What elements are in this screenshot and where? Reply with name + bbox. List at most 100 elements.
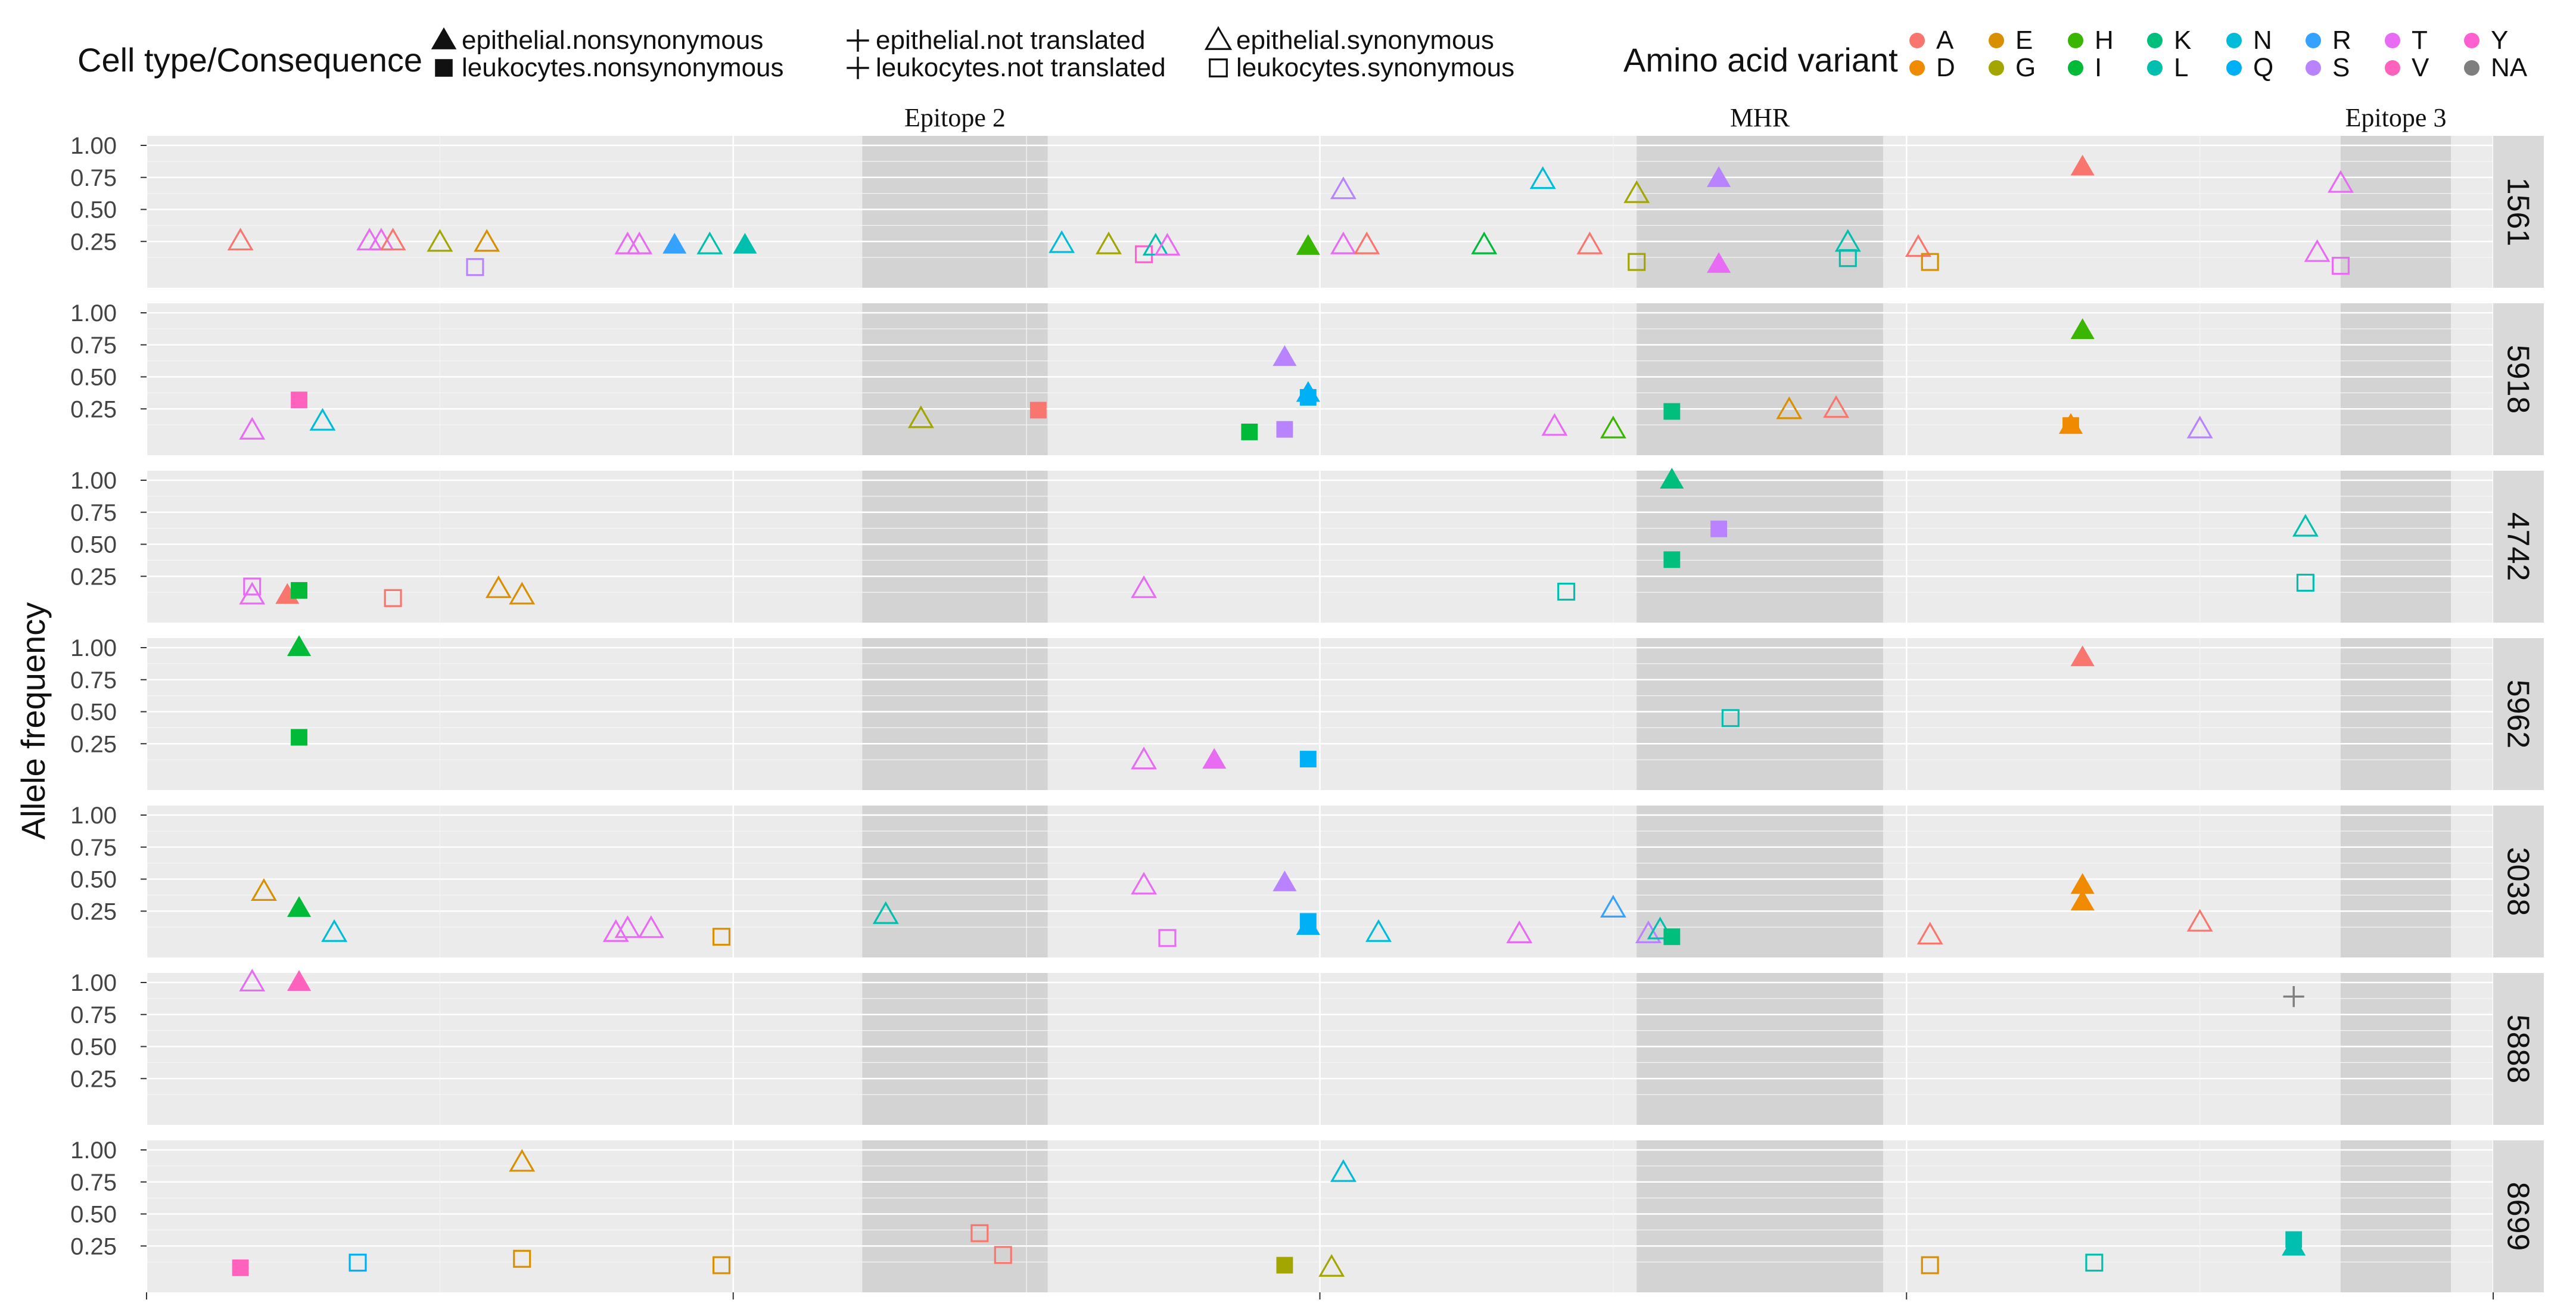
y-tick-label: 1.00 [70,803,117,829]
legend-label-aa-N: N [2253,26,2272,55]
data-point [466,258,484,276]
data-point [384,589,402,607]
data-point [227,228,254,251]
data-point [2070,154,2095,176]
panel-strip [2493,136,2544,288]
data-point [1154,232,1181,256]
data-point [1029,402,1047,419]
data-point [1660,468,1684,489]
y-tick-label: 0.25 [70,396,117,422]
data-point [2282,1235,2306,1256]
data-point [1721,709,1740,727]
panel-strip-label: 8699 [2501,1182,2535,1251]
legend: Cell type/Consequence epithelial.nonsynon… [77,26,2528,82]
data-point [1776,396,1803,419]
legend-dot-G [1989,60,2004,76]
y-tick-label: 0.75 [70,165,117,191]
legend-dot-T [2385,33,2400,48]
legend-dot-L [2147,60,2163,76]
region-label-epitope-2: Epitope 2 [904,103,1006,132]
region-band-mhr [1637,471,1883,623]
y-tick-label: 1.00 [70,970,117,996]
legend-label-leukocytes-nonsynonymous: leukocytes.nonsynonymous [462,53,784,82]
data-point [1330,176,1357,200]
data-point [485,575,512,598]
data-point [1635,920,1662,943]
data-point [2292,514,2319,537]
data-point [713,1256,731,1274]
data-point [1628,253,1646,271]
data-point [733,232,757,254]
data-point [291,391,307,409]
region-band-epitope-2 [862,638,1048,790]
data-point [994,1246,1012,1264]
data-point [2062,417,2079,434]
data-point [713,928,731,946]
data-point [970,1224,989,1242]
y-tick-label: 1.00 [70,133,117,159]
data-point [287,635,312,656]
region-band-epitope-2 [862,136,1048,288]
data-point [239,582,266,605]
data-point [513,1249,531,1268]
y-tick-label: 0.25 [70,229,117,255]
data-point [2186,415,2213,439]
data-point [427,229,453,252]
y-tick-label: 0.50 [70,1034,117,1061]
data-point [1471,231,1498,254]
legend-label-aa-E: E [2015,26,2033,55]
data-point [637,915,664,938]
legend-key-epithelial-nonsynonymous [431,27,457,49]
y-tick-label: 1.00 [70,300,117,327]
panel-strip [2493,1140,2544,1292]
data-point [1707,252,1731,273]
legend-label-leukocytes-not translated: leukocytes.not translated [876,53,1166,82]
y-tick-label: 0.25 [70,564,117,590]
y-tick-label: 0.50 [70,867,117,893]
data-point [1823,395,1850,418]
panel-8699: 1.00 0.75 0.50 0.25 8699 [70,1137,2544,1292]
legend-dot-S [2306,60,2321,76]
region-labels: Epitope 2 MHR Epitope 3 [904,103,2446,132]
region-band-epitope-3 [2340,471,2451,623]
panel-5962: 1.00 0.75 0.50 0.25 5962 [70,635,2544,790]
data-point [1541,413,1568,436]
data-point [1663,551,1681,568]
data-point [2070,645,2095,667]
data-point [239,968,266,992]
legend-dot-D [1909,60,1925,76]
legend-dot-A [1909,33,1925,48]
panel-5918: 1.00 0.75 0.50 0.25 5918 [70,300,2544,455]
y-tick-label: 0.25 [70,731,117,757]
data-point [662,232,687,254]
y-tick-label: 0.75 [70,835,117,861]
legend-label-aa-S: S [2332,53,2350,82]
data-point [2283,986,2304,1008]
region-label-epitope-3: Epitope 3 [2345,103,2447,132]
y-tick-label: 0.50 [70,197,117,223]
data-point [1202,748,1227,769]
region-band-epitope-2 [862,1140,1048,1292]
legend-dot-I [2068,60,2083,76]
y-tick-label: 0.75 [70,1002,117,1028]
legend-label-epithelial-not translated: epithelial.not translated [876,26,1146,55]
legend-key-epithelial-synonymous [1204,26,1233,50]
panel-strip-label: 1561 [2501,178,2535,247]
data-point [1131,747,1158,770]
region-band-epitope-3 [2340,973,2451,1125]
data-point [1296,914,1320,935]
legend-label-aa-Y: Y [2491,26,2508,55]
data-point [1299,388,1317,406]
y-tick-label: 0.75 [70,332,117,359]
panels: 1.00 0.75 0.50 0.25 1561 1.00 0.75 0.50 0.25 5918… [70,133,2544,1299]
legend-dot-K [2147,33,2163,48]
y-tick-label: 1.00 [70,1137,117,1164]
region-band-epitope-3 [2340,806,2451,957]
data-point [1096,231,1122,254]
data-point [1131,575,1158,598]
data-point [1276,1257,1293,1274]
data-point [1506,920,1533,943]
data-point [1354,231,1380,254]
data-point [239,416,266,440]
data-point [1905,234,1931,257]
